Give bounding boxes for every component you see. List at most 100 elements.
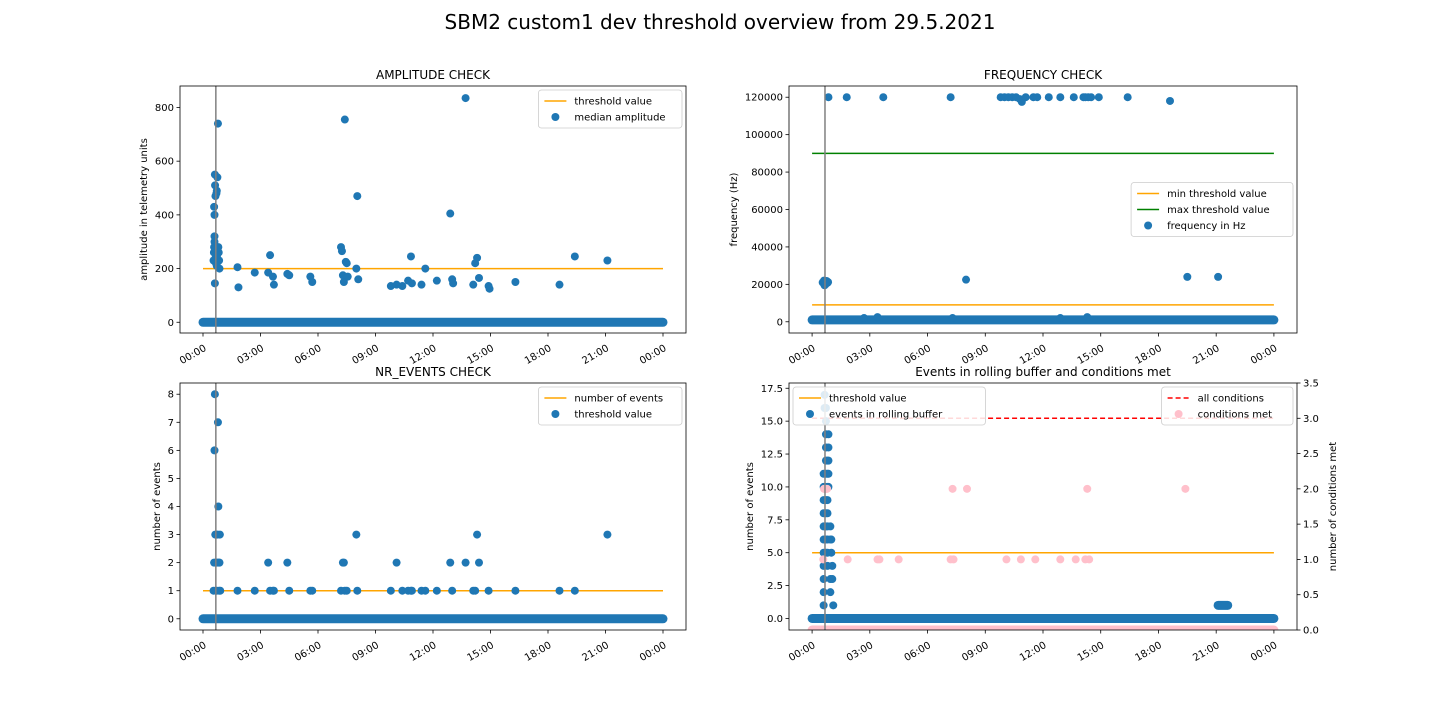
data-point <box>894 555 903 564</box>
x-tick-label: 18:00 <box>1133 640 1163 664</box>
data-point <box>1083 313 1092 322</box>
data-point <box>819 555 828 564</box>
data-point <box>285 271 294 280</box>
data-point <box>1021 93 1030 102</box>
data-point <box>469 280 478 289</box>
data-point <box>210 279 219 288</box>
data-point <box>962 484 971 493</box>
data-point <box>268 272 277 281</box>
data-point <box>210 232 219 241</box>
data-point <box>873 313 882 322</box>
chart-nr_events: NR_EVENTS CHECK 0 1 2 3 4 5 6 7 8 00:00 03:00 06:00 0… <box>152 365 687 664</box>
data-point <box>285 586 294 595</box>
x-tick-label: 03:00 <box>845 343 875 367</box>
data-point <box>824 93 833 102</box>
data-point <box>1083 484 1092 493</box>
data-point <box>1183 272 1192 281</box>
data-point <box>339 558 348 567</box>
x-tick-label: 06:00 <box>903 343 933 367</box>
data-point <box>826 588 835 597</box>
series-0 <box>198 94 668 327</box>
data-point <box>234 283 243 292</box>
data-point <box>233 263 242 272</box>
data-point <box>473 530 482 539</box>
data-point <box>485 284 494 293</box>
data-point <box>340 115 349 124</box>
x-tick-label: 06:00 <box>903 640 933 664</box>
data-point <box>1094 93 1103 102</box>
y-tick-label: 0 <box>777 317 783 328</box>
legend-box <box>1130 182 1294 237</box>
x-tick-label: 15:00 <box>466 343 496 367</box>
data-point <box>210 390 219 399</box>
data-point <box>824 278 833 287</box>
data-point <box>1031 555 1040 564</box>
data-point <box>1085 555 1094 564</box>
data-point <box>1123 93 1132 102</box>
data-point <box>213 251 222 260</box>
legend: threshold value events in rolling buffer <box>792 386 986 426</box>
y-right-tick-label: 0.0 <box>1303 626 1319 637</box>
data-point <box>1087 93 1096 102</box>
y-tick-label: 200 <box>155 264 174 275</box>
data-point <box>352 530 361 539</box>
y-tick-label: 0 <box>168 614 174 625</box>
chart-rolling_buffer: Events in rolling buffer and conditions … <box>745 365 1339 664</box>
data-point <box>473 253 482 262</box>
data-point <box>1056 555 1065 564</box>
data-point <box>398 586 407 595</box>
data-point <box>860 314 869 323</box>
data-point <box>212 261 221 270</box>
data-point <box>842 93 851 102</box>
y-tick-label: 12.5 <box>761 450 783 461</box>
x-tick-label: 00:00 <box>787 640 817 664</box>
y-tick-label: 400 <box>155 210 174 221</box>
x-tick-label: 12:00 <box>1018 343 1048 367</box>
x-tick-label: 09:00 <box>351 640 381 664</box>
data-point <box>819 601 828 610</box>
data-point <box>210 210 219 219</box>
data-point <box>1181 484 1190 493</box>
data-point <box>826 522 835 531</box>
data-point <box>269 280 278 289</box>
legend-box <box>538 386 683 426</box>
data-point <box>446 209 455 218</box>
y-tick-label: 0.0 <box>767 614 783 625</box>
legend-marker-swatch <box>1174 410 1183 418</box>
data-point <box>1071 555 1080 564</box>
data-point <box>432 586 441 595</box>
data-point <box>461 94 470 103</box>
legend-marker-swatch <box>806 410 814 418</box>
legend-marker-swatch <box>1144 221 1153 230</box>
data-point <box>511 586 520 595</box>
plot-area <box>807 86 1279 333</box>
y-tick-label: 10.0 <box>761 482 783 493</box>
legend-box <box>1161 386 1294 426</box>
data-point <box>570 252 579 261</box>
x-tick-label: 21:00 <box>581 343 611 367</box>
x-tick-label: 12:00 <box>408 343 438 367</box>
y-tick-label: 3 <box>168 530 174 541</box>
data-point <box>875 555 884 564</box>
legend-entry-label: all conditions <box>1198 394 1264 405</box>
y-right-tick-label: 2.0 <box>1303 484 1319 495</box>
data-point <box>475 273 483 282</box>
data-point <box>353 192 362 201</box>
data-point <box>342 259 351 268</box>
x-tick-label: 21:00 <box>581 640 611 664</box>
chart-title: FREQUENCY CHECK <box>984 68 1103 82</box>
data-point <box>843 555 852 564</box>
y-tick-label: 120000 <box>745 93 783 104</box>
data-point <box>398 282 407 291</box>
legend: min threshold value max threshold value fr… <box>1130 182 1294 237</box>
x-tick-label: 21:00 <box>1191 343 1221 367</box>
data-point <box>1044 93 1053 102</box>
y-tick-label: 7.5 <box>767 515 783 526</box>
y-tick-label: 20000 <box>751 280 783 291</box>
legend: number of events threshold value <box>538 386 683 426</box>
x-tick-label: 00:00 <box>638 640 668 664</box>
data-point <box>266 251 275 260</box>
legend-entry-label: min threshold value <box>1167 189 1267 200</box>
y-right-tick-label: 1.5 <box>1303 520 1319 531</box>
